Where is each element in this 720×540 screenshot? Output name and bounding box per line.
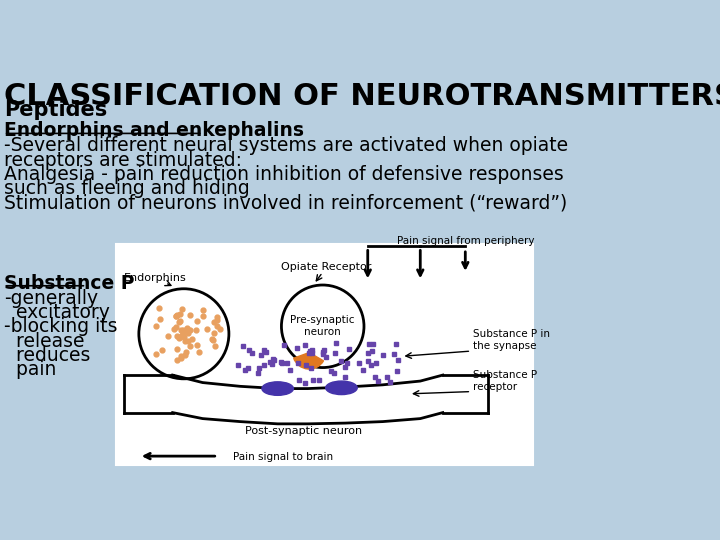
Text: Substance P: Substance P bbox=[4, 274, 134, 293]
Text: Substance P in
the synapse: Substance P in the synapse bbox=[473, 329, 550, 351]
Text: Endorphins: Endorphins bbox=[124, 273, 186, 284]
Ellipse shape bbox=[325, 381, 357, 395]
Text: Analgesia - pain reduction inhibition of defensive responses: Analgesia - pain reduction inhibition of… bbox=[4, 165, 564, 184]
Text: Pain signal to brain: Pain signal to brain bbox=[233, 452, 333, 462]
Text: -Several different neural systems are activated when opiate: -Several different neural systems are ac… bbox=[4, 137, 568, 156]
Text: Stimulation of neurons involved in reinforcement (“reward”): Stimulation of neurons involved in reinf… bbox=[4, 193, 567, 212]
Ellipse shape bbox=[262, 382, 294, 395]
Text: -blocking its: -blocking its bbox=[4, 318, 117, 336]
Text: Post-synaptic neuron: Post-synaptic neuron bbox=[246, 426, 362, 436]
Text: receptors are stimulated:: receptors are stimulated: bbox=[4, 151, 242, 170]
Text: -generally: -generally bbox=[4, 289, 98, 308]
Text: Substance P
receptor: Substance P receptor bbox=[473, 370, 537, 392]
Wedge shape bbox=[294, 353, 323, 369]
Text: Peptides: Peptides bbox=[4, 100, 107, 120]
Text: reduces: reduces bbox=[4, 346, 90, 365]
Text: Endorphins and enkephalins: Endorphins and enkephalins bbox=[4, 122, 304, 140]
Text: release: release bbox=[4, 332, 84, 350]
Text: Opiate Receptor: Opiate Receptor bbox=[282, 262, 372, 272]
Bar bbox=[117, 244, 533, 465]
Text: pain: pain bbox=[4, 360, 56, 379]
Text: Pain signal from periphery: Pain signal from periphery bbox=[397, 236, 534, 246]
Text: excitatory: excitatory bbox=[4, 303, 109, 322]
Text: CLASSIFICATION OF NEUROTRANSMITTERS: CLASSIFICATION OF NEUROTRANSMITTERS bbox=[4, 83, 720, 111]
Text: Pre-synaptic
neuron: Pre-synaptic neuron bbox=[290, 315, 355, 337]
Text: such as fleeing and hiding: such as fleeing and hiding bbox=[4, 179, 250, 198]
